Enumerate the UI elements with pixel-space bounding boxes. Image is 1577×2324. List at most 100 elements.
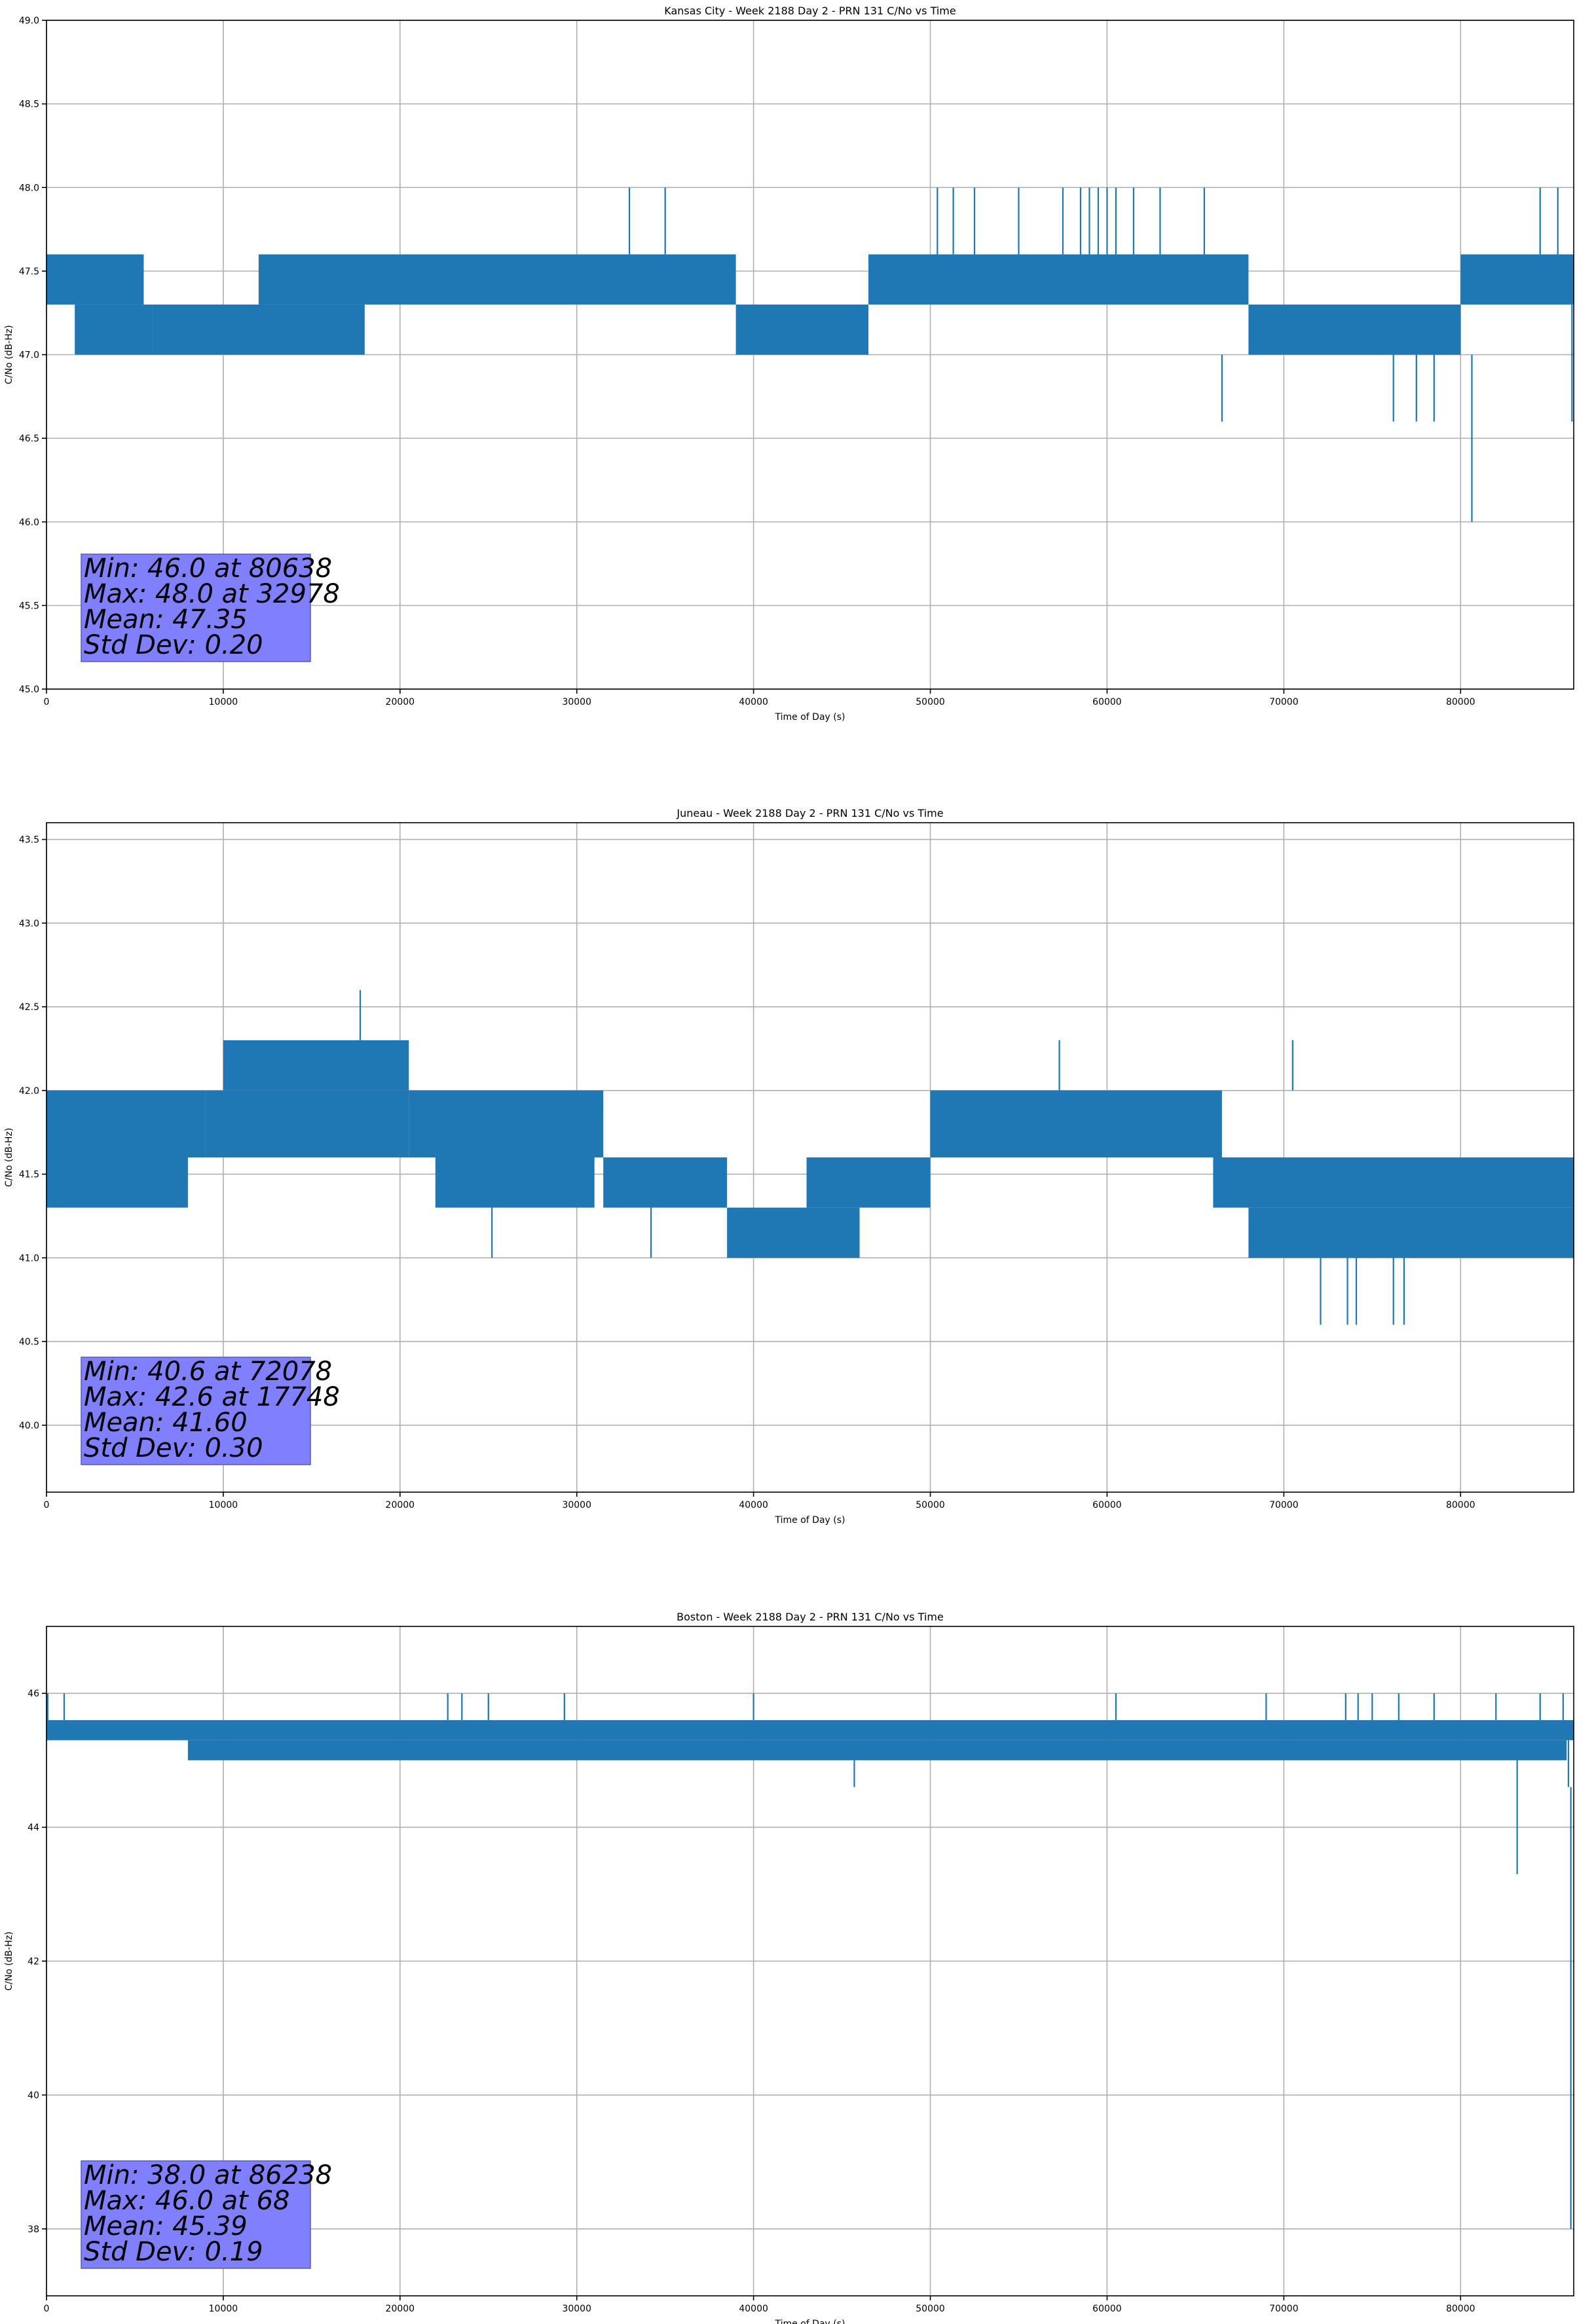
x-tick-label: 40000 xyxy=(739,697,768,707)
chart-title: Juneau - Week 2188 Day 2 - PRN 131 C/No … xyxy=(676,807,943,819)
x-tick-label: 20000 xyxy=(386,697,415,707)
data-band xyxy=(930,1090,1222,1157)
y-axis-label: C/No (dB-Hz) xyxy=(4,1932,14,1991)
data-band xyxy=(223,1040,409,1091)
data-band xyxy=(46,1090,206,1157)
x-tick-label: 30000 xyxy=(562,697,591,707)
x-tick-label: 10000 xyxy=(209,2304,238,2314)
x-tick-label: 80000 xyxy=(1446,2304,1475,2314)
y-tick-label: 48.0 xyxy=(19,183,39,193)
x-tick-label: 30000 xyxy=(562,1500,591,1510)
x-tick-label: 0 xyxy=(44,697,50,707)
data-band xyxy=(75,304,153,355)
y-tick-label: 49.0 xyxy=(19,16,39,26)
x-tick-label: 20000 xyxy=(386,2304,415,2314)
data-band xyxy=(1213,1157,1574,1208)
y-tick-label: 42.0 xyxy=(19,1086,39,1096)
x-tick-label: 50000 xyxy=(916,697,945,707)
x-tick-label: 60000 xyxy=(1092,697,1122,707)
data-band xyxy=(152,304,365,355)
y-tick-label: 45.0 xyxy=(19,684,39,695)
x-tick-label: 10000 xyxy=(209,697,238,707)
series-cno xyxy=(46,990,1574,1325)
y-tick-label: 42 xyxy=(28,1957,39,1967)
y-tick-label: 43.0 xyxy=(19,918,39,929)
stats-box-background xyxy=(81,2160,311,2269)
stats-max: Max: 42.6 at 17748 xyxy=(84,1382,340,1412)
y-tick-label: 46.5 xyxy=(19,434,39,444)
y-tick-label: 41.5 xyxy=(19,1170,39,1180)
y-tick-label: 45.5 xyxy=(19,601,39,611)
data-band xyxy=(205,1090,409,1157)
data-band xyxy=(46,1720,1574,1740)
x-tick-label: 40000 xyxy=(739,2304,768,2314)
x-tick-label: 20000 xyxy=(386,1500,415,1510)
chart-panel-2: 0 10000 20000 30000 40000 50000 60000 70000 8000… xyxy=(4,807,1574,1526)
x-axis-label: Time of Day (s) xyxy=(775,2319,845,2324)
data-band xyxy=(806,1157,931,1208)
data-band xyxy=(46,1157,188,1208)
x-tick-label: 50000 xyxy=(916,2304,945,2314)
y-tick-label: 47.0 xyxy=(19,350,39,361)
y-tick-label: 38 xyxy=(28,2224,39,2235)
data-band xyxy=(603,1157,728,1208)
x-axis-label: Time of Day (s) xyxy=(775,712,845,722)
x-tick-label: 0 xyxy=(44,1500,50,1510)
stats-min: Min: 46.0 at 80638 xyxy=(84,553,332,584)
y-tick-label: 41.0 xyxy=(19,1253,39,1264)
x-tick-label: 80000 xyxy=(1446,697,1475,707)
stats-box-background xyxy=(81,1357,311,1465)
series-cno xyxy=(46,1693,1574,2229)
y-tick-label: 42.5 xyxy=(19,1002,39,1013)
stats-box-background xyxy=(81,553,311,662)
y-tick-label: 40 xyxy=(28,2090,39,2101)
x-tick-label: 70000 xyxy=(1269,697,1299,707)
x-tick-label: 10000 xyxy=(209,1500,238,1510)
y-tick-label: 46.0 xyxy=(19,517,39,528)
x-tick-label: 60000 xyxy=(1092,2304,1122,2314)
stats-mean: Mean: 47.35 xyxy=(84,605,248,635)
data-band xyxy=(409,1090,604,1157)
stats-mean: Mean: 45.39 xyxy=(84,2211,248,2241)
chart-panel-3: 0 10000 20000 30000 40000 50000 60000 70000 8000… xyxy=(4,1611,1574,2324)
series-cno xyxy=(46,187,1574,522)
data-band xyxy=(435,1157,595,1208)
y-tick-label: 44 xyxy=(28,1823,39,1833)
data-band xyxy=(258,254,736,305)
stats-std: Std Dev: 0.20 xyxy=(84,630,263,660)
chart-panel-1: 0 10000 20000 30000 40000 50000 60000 70000 8000… xyxy=(4,5,1574,722)
y-tick-label: 47.5 xyxy=(19,267,39,277)
y-tick-label: 40.0 xyxy=(19,1421,39,1431)
x-tick-label: 40000 xyxy=(739,1500,768,1510)
data-band xyxy=(735,304,869,355)
x-tick-label: 30000 xyxy=(562,2304,591,2314)
data-band xyxy=(46,254,144,305)
data-band xyxy=(727,1207,860,1258)
data-band xyxy=(1248,304,1461,355)
stats-mean: Mean: 41.60 xyxy=(84,1408,248,1438)
y-tick-label: 48.5 xyxy=(19,100,39,110)
data-band xyxy=(187,1740,1567,1761)
y-axis-label: C/No (dB-Hz) xyxy=(4,325,14,384)
x-tick-label: 0 xyxy=(44,2304,50,2314)
stats-min: Min: 38.0 at 86238 xyxy=(84,2160,332,2190)
x-tick-label: 60000 xyxy=(1092,1500,1122,1510)
stats-std: Std Dev: 0.19 xyxy=(84,2237,263,2267)
y-tick-label: 40.5 xyxy=(19,1337,39,1347)
chart-title: Kansas City - Week 2188 Day 2 - PRN 131 … xyxy=(664,5,955,17)
x-tick-label: 70000 xyxy=(1269,1500,1299,1510)
data-band xyxy=(868,254,1249,305)
y-tick-label: 46 xyxy=(28,1689,39,1699)
data-band xyxy=(1460,254,1574,305)
data-band xyxy=(1248,1207,1574,1258)
x-tick-label: 70000 xyxy=(1269,2304,1299,2314)
y-axis-label: C/No (dB-Hz) xyxy=(4,1128,14,1187)
chart-title: Boston - Week 2188 Day 2 - PRN 131 C/No … xyxy=(677,1611,944,1623)
stats-std: Std Dev: 0.30 xyxy=(84,1433,263,1463)
x-axis-label: Time of Day (s) xyxy=(775,1515,845,1526)
x-tick-label: 50000 xyxy=(916,1500,945,1510)
